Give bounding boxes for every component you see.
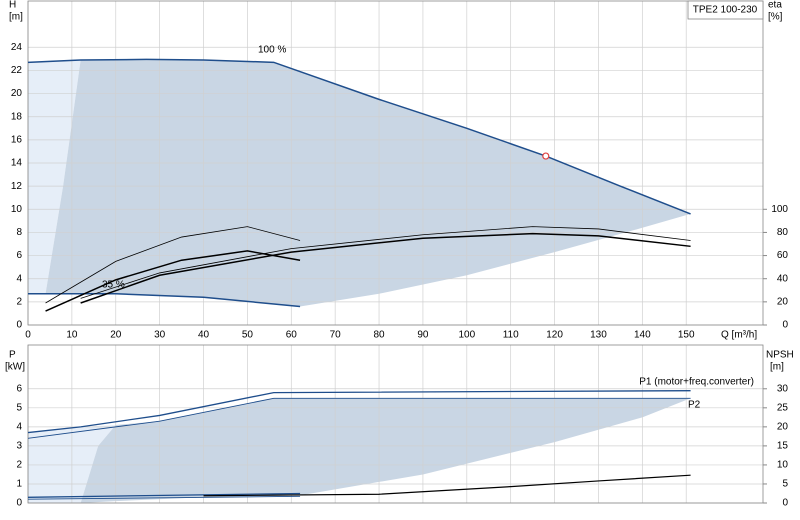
y-tick-label: 4 (16, 421, 22, 432)
y2-tick-label: 25 (777, 402, 789, 413)
x-tick-label: 50 (242, 330, 254, 341)
x-tick-label: 0 (25, 330, 31, 341)
operating-area (45, 59, 691, 307)
y-axis-label: P (9, 350, 16, 361)
curve (27, 397, 691, 439)
operating-area (80, 398, 691, 503)
y-tick-label: 6 (16, 250, 22, 261)
y2-tick-label: 15 (777, 441, 789, 452)
y2-tick-label: 40 (777, 273, 789, 284)
x-tick-label: 90 (417, 330, 429, 341)
y-tick-label: 10 (11, 204, 23, 215)
y-tick-label: 2 (16, 460, 22, 471)
curve (28, 293, 301, 308)
y-axis-unit: [m] (9, 12, 23, 23)
model-box (687, 0, 764, 20)
curve (80, 226, 691, 299)
x-tick-label: 30 (154, 330, 166, 341)
y-tick-label: 3 (16, 441, 22, 452)
x-tick-label: 40 (198, 330, 210, 341)
x-tick-label: 20 (110, 330, 122, 341)
plot-frame (27, 0, 764, 326)
curve (27, 390, 691, 434)
y2-tick-label: 60 (777, 250, 789, 261)
x-tick-label: 70 (330, 330, 342, 341)
y-tick-label: 5 (16, 402, 22, 413)
y-tick-label: 0 (16, 320, 22, 331)
x-tick-label: 60 (286, 330, 298, 341)
x-tick-label: 130 (590, 330, 607, 341)
x-tick-label: 140 (634, 330, 651, 341)
y-tick-label: 12 (11, 181, 23, 192)
y2-tick-label: 0 (782, 498, 788, 509)
x-tick-label: 100 (458, 330, 475, 341)
curve (27, 58, 691, 215)
curve (80, 232, 691, 304)
y-tick-label: 14 (11, 158, 23, 169)
x-tick-label: 120 (546, 330, 563, 341)
curve (27, 492, 301, 498)
y-axis-unit: [kW] (5, 362, 25, 373)
y-tick-label: 6 (16, 383, 22, 394)
y2-tick-label: 20 (777, 296, 789, 307)
y-tick-label: 20 (11, 88, 23, 99)
y-tick-label: 24 (11, 42, 23, 53)
curve-label: 35 % (102, 280, 125, 291)
duty-point (542, 152, 550, 160)
y2-axis-unit: [m] (770, 362, 784, 373)
curve (45, 226, 301, 304)
y2-tick-label: 100 (771, 204, 788, 215)
curve-label: P2 (688, 400, 701, 411)
y-tick-label: 18 (11, 111, 23, 122)
y2-axis-unit: [%] (768, 12, 783, 23)
x-tick-label: 10 (66, 330, 78, 341)
y-tick-label: 16 (11, 134, 23, 145)
curve-label: P1 (motor+freq.converter) (639, 377, 754, 388)
y-tick-label: 2 (16, 296, 22, 307)
y-tick-label: 1 (16, 479, 22, 490)
x-axis-label: Q [m³/h] (721, 330, 757, 341)
y2-tick-label: 30 (777, 383, 789, 394)
y2-tick-label: 0 (782, 320, 788, 331)
y2-tick-label: 80 (777, 227, 789, 238)
y-tick-label: 8 (16, 227, 22, 238)
x-tick-label: 80 (373, 330, 385, 341)
model-name: TPE2 100-230 (693, 5, 758, 16)
y2-tick-label: 20 (777, 421, 789, 432)
y-tick-label: 4 (16, 273, 22, 284)
curve-label: 100 % (258, 45, 286, 56)
plot-frame (27, 344, 764, 504)
curve (203, 474, 691, 497)
x-tick-label: 150 (678, 330, 695, 341)
y2-axis-label: eta (768, 0, 782, 11)
operating-area (28, 60, 81, 294)
x-tick-label: 110 (503, 330, 519, 341)
curve (27, 495, 301, 500)
y2-tick-label: 5 (782, 479, 788, 490)
y-axis-label: H (9, 0, 16, 11)
y2-tick-label: 10 (777, 460, 789, 471)
y-tick-label: 22 (11, 65, 23, 76)
y-tick-label: 0 (16, 498, 22, 509)
y2-axis-label: NPSH (766, 350, 794, 361)
curve (45, 250, 301, 312)
